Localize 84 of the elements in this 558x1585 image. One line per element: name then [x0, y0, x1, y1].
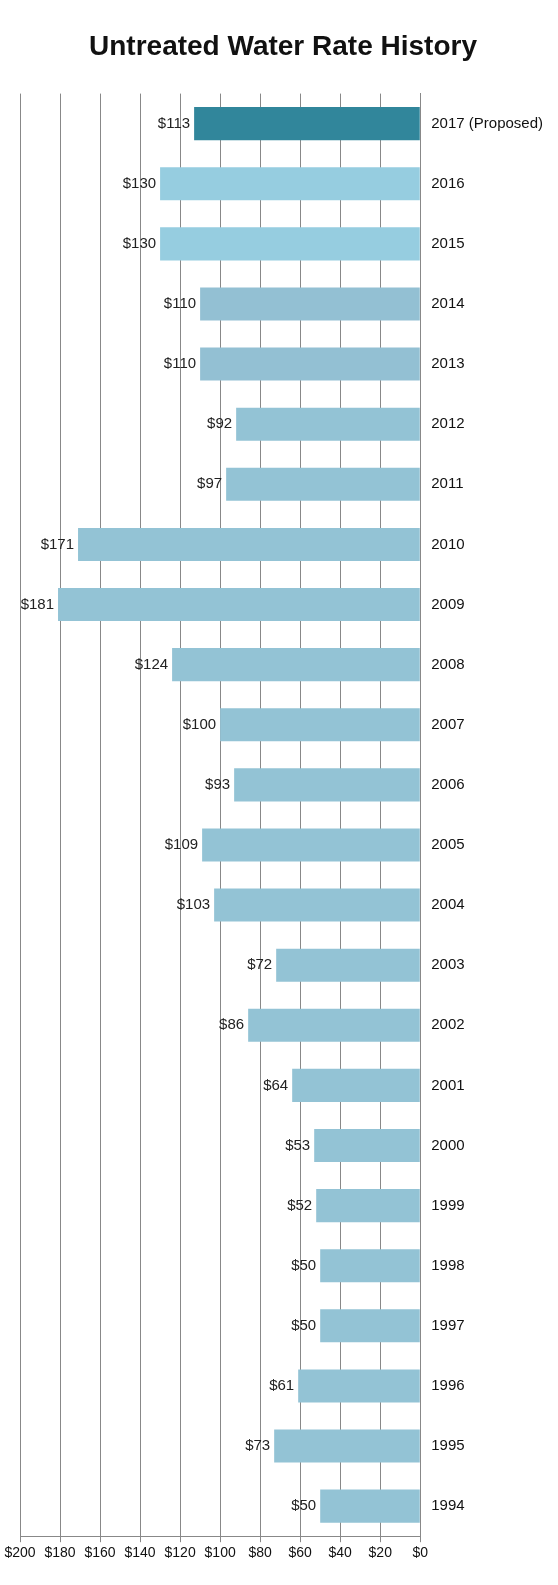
y-tick-label: 2013 — [431, 354, 465, 372]
data-label: $130 — [122, 234, 157, 252]
data-label: $103 — [176, 895, 211, 913]
bar — [226, 467, 420, 501]
bar — [320, 1489, 420, 1523]
y-tick-label: 2001 — [431, 1075, 465, 1093]
bar — [202, 828, 420, 862]
y-tick-label: 2017 (Proposed) — [431, 113, 544, 131]
bar — [214, 888, 420, 922]
data-label: $171 — [40, 534, 75, 552]
x-tick-label: $40 — [328, 1544, 353, 1561]
bar — [298, 1369, 420, 1403]
data-label: $92 — [207, 414, 233, 432]
chart-title: Untreated Water Rate History — [89, 29, 478, 61]
y-tick-label: 2011 — [431, 474, 464, 492]
bar — [274, 1429, 420, 1463]
data-label: $72 — [247, 955, 273, 973]
y-tick-label: 2007 — [431, 714, 465, 732]
data-label: $110 — [163, 354, 197, 372]
bar — [236, 407, 420, 441]
y-tick-label: 2015 — [431, 234, 465, 252]
y-tick-label: 2005 — [431, 835, 465, 853]
bar — [292, 1068, 420, 1102]
y-tick-label: 2016 — [431, 173, 465, 191]
x-tick-label: $180 — [44, 1544, 76, 1561]
bar — [200, 347, 420, 381]
data-label: $181 — [20, 594, 55, 612]
y-tick-label: 2006 — [431, 774, 465, 792]
x-tick-label: $20 — [368, 1544, 393, 1561]
data-label: $61 — [269, 1376, 295, 1394]
bar — [78, 527, 420, 561]
y-tick-label: 2004 — [431, 895, 465, 913]
y-tick-label: 1996 — [431, 1376, 465, 1394]
bar — [200, 287, 420, 321]
bar — [316, 1189, 420, 1223]
bar — [220, 708, 420, 742]
x-tick-label: $80 — [248, 1544, 273, 1561]
bar — [314, 1128, 420, 1163]
data-label: $110 — [163, 294, 197, 312]
x-tick-label: $0 — [412, 1544, 429, 1561]
data-label: $50 — [291, 1315, 317, 1333]
data-label: $53 — [285, 1135, 311, 1153]
y-tick-label: 2003 — [431, 955, 465, 973]
data-label: $50 — [291, 1496, 317, 1514]
x-tick-label: $160 — [84, 1544, 116, 1561]
bar — [172, 648, 420, 682]
y-tick-label: 2012 — [431, 414, 465, 432]
y-tick-label: 2010 — [431, 534, 465, 552]
bar — [320, 1309, 420, 1343]
y-tick-label: 2000 — [431, 1135, 465, 1153]
bar — [248, 1008, 420, 1042]
bar — [320, 1249, 420, 1283]
bar — [234, 768, 420, 802]
data-label: $50 — [291, 1255, 317, 1273]
y-tick-label: 1994 — [431, 1496, 465, 1514]
x-tick-label: $60 — [288, 1544, 313, 1561]
data-label: $97 — [197, 474, 223, 492]
bar — [194, 107, 420, 141]
data-label: $86 — [219, 1015, 245, 1033]
y-tick-label: 1997 — [431, 1315, 465, 1333]
data-label: $73 — [245, 1436, 271, 1454]
data-label: $100 — [182, 714, 217, 732]
bar — [160, 167, 420, 201]
x-tick-label: $100 — [204, 1544, 236, 1561]
data-label: $52 — [287, 1195, 313, 1213]
x-tick-label: $140 — [124, 1544, 156, 1561]
bar — [160, 227, 420, 261]
data-label: $64 — [263, 1075, 289, 1093]
bar — [276, 948, 420, 982]
y-tick-label: 2002 — [431, 1015, 465, 1033]
data-label: $130 — [122, 173, 157, 191]
x-tick-label: $200 — [4, 1544, 36, 1561]
y-tick-label: 2008 — [431, 654, 465, 672]
bar — [58, 587, 420, 622]
y-tick-label: 1995 — [431, 1436, 465, 1454]
y-tick-label: 1998 — [431, 1255, 465, 1273]
data-label: $113 — [157, 113, 191, 131]
data-label: $124 — [134, 654, 169, 672]
data-label: $93 — [205, 774, 231, 792]
x-tick-label: $120 — [164, 1544, 196, 1561]
y-tick-label: 2009 — [431, 594, 465, 612]
y-tick-label: 2014 — [431, 294, 465, 312]
y-tick-label: 1999 — [431, 1195, 465, 1213]
data-label: $109 — [164, 835, 199, 853]
